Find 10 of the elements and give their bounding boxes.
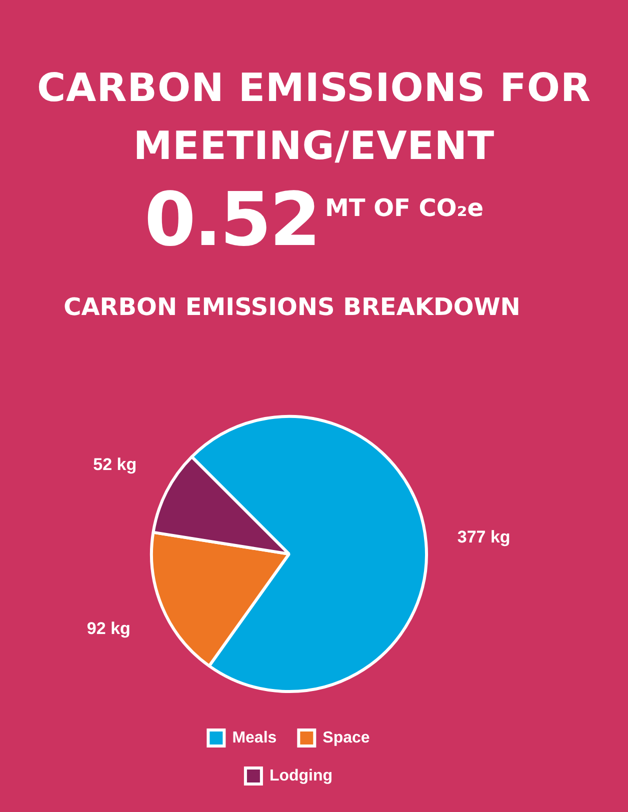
legend-label: Meals [232, 729, 277, 746]
chart-subtitle: CARBON EMISSIONS BREAKDOWN [62, 292, 522, 323]
data-label: 377 kg [457, 527, 510, 546]
data-label: 52 kg [93, 454, 137, 474]
text: MT OF CO₂e [325, 194, 484, 222]
chart-title: CARBON EMISSIONS FOR MEETING/EVENT [36, 65, 592, 171]
legend-label: Space [322, 729, 370, 746]
data-label: 92 kg [86, 619, 130, 638]
text: 0.52 [144, 177, 319, 263]
legend-label: Lodging [269, 767, 333, 784]
